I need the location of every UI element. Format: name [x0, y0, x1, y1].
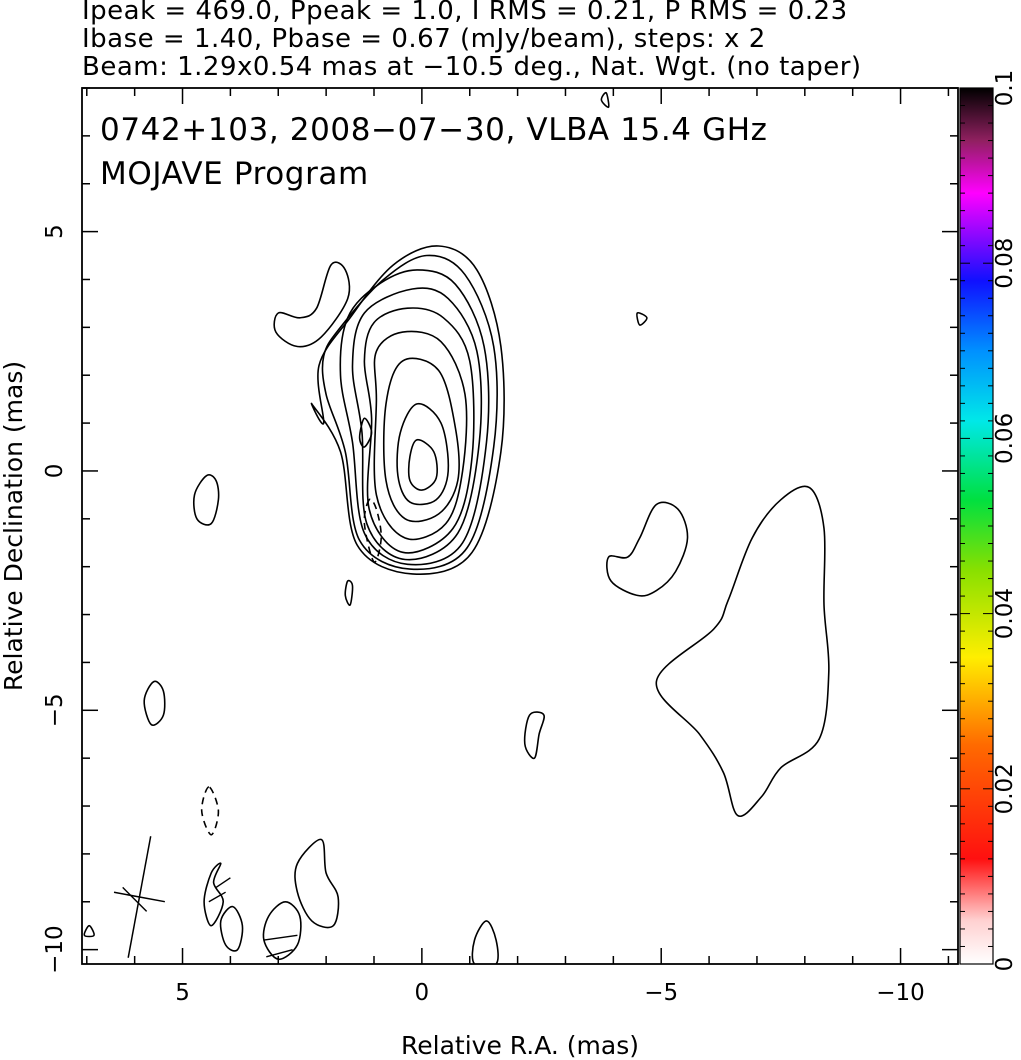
positive-contour	[606, 501, 689, 597]
axis-ticks	[82, 87, 958, 964]
core-contour	[373, 330, 468, 541]
plot-frame	[81, 87, 959, 965]
core-contour	[310, 245, 505, 575]
axis-tick-labels: 5 0 −5 −10 5 0 −5 −10	[42, 224, 925, 1006]
plot-title-source: 0742+103, 2008−07−30, VLBA 15.4 GHz	[100, 112, 767, 148]
core-contour	[407, 438, 438, 491]
x-tick-label: 0	[415, 980, 430, 1006]
core-contour	[351, 287, 483, 561]
core-contour	[321, 254, 498, 571]
colorbar-ticks: 0 0.02 0.04 0.06 0.08 0.1	[960, 70, 1018, 972]
y-tick-label: 0	[42, 464, 68, 479]
core-contour	[382, 357, 460, 523]
beam-ellipse	[113, 836, 165, 958]
positive-contour	[655, 485, 830, 818]
y-tick-label: 5	[42, 224, 68, 239]
positive-contour	[83, 924, 95, 938]
positive-contour	[203, 862, 224, 927]
colorbar-tick-label: 0.06	[992, 413, 1018, 464]
contour-layer	[83, 91, 830, 964]
positive-contour	[143, 680, 166, 726]
positive-contour	[471, 920, 499, 964]
positive-contour	[262, 900, 302, 961]
vector-tick	[208, 891, 226, 903]
positive-contour	[600, 91, 610, 109]
positive-contour	[523, 711, 546, 760]
vector-tick	[215, 877, 231, 888]
y-tick-label: −5	[42, 693, 68, 727]
vector-tick	[122, 886, 148, 912]
core-contour	[363, 307, 475, 554]
negative-contour	[200, 786, 220, 836]
plot-title-program: MOJAVE Program	[100, 156, 369, 192]
x-tick-label: 5	[175, 980, 190, 1006]
positive-contour	[358, 417, 373, 448]
x-tick-label: −5	[644, 980, 678, 1006]
colorbar-tick-label: 0	[992, 957, 1018, 972]
colorbar-tick-label: 0.08	[992, 238, 1018, 289]
x-tick-label: −10	[876, 980, 925, 1006]
positive-contour	[219, 905, 244, 952]
positive-contour	[294, 838, 340, 929]
vector-tick	[263, 934, 298, 941]
colorbar-tick-label: 0.04	[992, 588, 1018, 639]
x-axis-label: Relative R.A. (mas)	[401, 1031, 639, 1060]
header-beam-line: Beam: 1.29x0.54 mas at −10.5 deg., Nat. …	[82, 52, 862, 82]
vector-tick	[266, 948, 293, 958]
positive-contour	[344, 579, 354, 607]
header-peak-line: Ipeak = 469.0, Ppeak = 1.0, I RMS = 0.21…	[82, 0, 848, 26]
negative-contour	[363, 498, 383, 563]
positive-contour	[636, 311, 648, 326]
positive-contour	[193, 474, 220, 526]
y-tick-label: −10	[42, 925, 68, 974]
core-contour	[396, 403, 450, 506]
y-axis-label: Relative Declination (mas)	[0, 361, 28, 691]
colorbar-tick-label: 0.1	[992, 70, 1018, 107]
beam-minor-axis	[113, 891, 165, 903]
header-base-line: Ibase = 1.40, Pbase = 0.67 (mJy/beam), s…	[82, 24, 766, 54]
colorbar-tick-label: 0.02	[992, 763, 1018, 814]
positive-contour	[273, 261, 351, 348]
